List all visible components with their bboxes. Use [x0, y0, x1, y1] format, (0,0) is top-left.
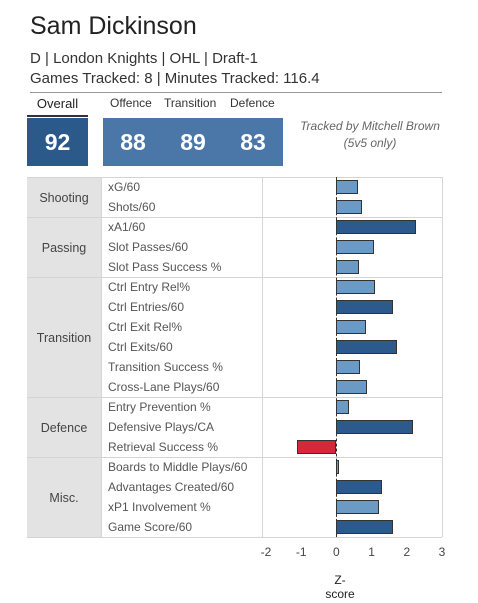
tracked-by-scope: (5v5 only) [343, 136, 397, 150]
bar [336, 520, 393, 534]
group-separator [27, 537, 442, 538]
group-separator [27, 457, 442, 458]
bar [336, 500, 379, 514]
metric-label: Ctrl Entries/60 [108, 300, 185, 314]
metric-label: Transition Success % [108, 360, 223, 374]
x-axis-title: Z-score [325, 573, 355, 601]
chart-left-border [262, 177, 263, 537]
bar [296, 440, 337, 454]
category-shooting: Shooting [27, 178, 101, 217]
x-tick-label: 3 [438, 545, 446, 559]
chart-right-border [442, 177, 443, 537]
defence-score: 83 [240, 128, 266, 155]
label-panel-border [101, 177, 102, 537]
group-separator [27, 397, 442, 398]
metric-label: Ctrl Exit Rel% [108, 320, 183, 334]
defence-label: Defence [230, 96, 275, 110]
metric-label: Defensive Plays/CA [108, 420, 215, 434]
x-tick-label: 2 [403, 545, 411, 559]
x-tick-label: 1 [368, 545, 375, 559]
bar [336, 340, 397, 354]
sub-scores-box: 88 89 83 [103, 118, 283, 166]
bar [336, 180, 359, 194]
metric-label: Shots/60 [108, 200, 156, 214]
group-separator [27, 277, 442, 278]
player-name: Sam Dickinson [30, 12, 197, 40]
bar [336, 220, 416, 234]
metric-label: Entry Prevention % [108, 400, 211, 414]
x-tick-label: -2 [260, 545, 272, 559]
bar [336, 360, 361, 374]
overall-score: 92 [44, 128, 71, 155]
group-separator [27, 217, 442, 218]
metric-label: Advantages Created/60 [108, 480, 235, 494]
bar [336, 240, 375, 254]
chart-top-border [27, 177, 442, 178]
tracked-by-note: Tracked by Mitchell Brown (5v5 only) [290, 118, 450, 152]
category-transition: Transition [27, 278, 101, 397]
bar [336, 280, 376, 294]
offence-label: Offence [110, 96, 152, 110]
metric-label: Ctrl Entry Rel% [108, 280, 191, 294]
bar [336, 320, 367, 334]
overall-label: Overall [36, 96, 79, 111]
category-defence: Defence [27, 398, 101, 457]
bar [336, 420, 414, 434]
transition-label: Transition [164, 96, 217, 110]
offence-score: 88 [120, 128, 146, 155]
overall-score-box: 92 [27, 118, 88, 166]
bar [336, 380, 368, 394]
x-tick-label: -1 [295, 545, 307, 559]
category-misc: Misc. [27, 458, 101, 537]
metric-label: Cross-Lane Plays/60 [108, 380, 220, 394]
metric-label: Retrieval Success % [108, 440, 219, 454]
metric-label: Slot Passes/60 [108, 240, 189, 254]
zero-line [336, 177, 338, 537]
metric-label: Slot Pass Success % [108, 260, 222, 274]
transition-score: 89 [180, 128, 206, 155]
metric-label: Game Score/60 [108, 520, 193, 534]
metric-label: xP1 Involvement % [108, 500, 211, 514]
metric-label: xA1/60 [108, 220, 146, 234]
bar [336, 480, 383, 494]
player-subtitle: D | London Knights | OHL | Draft-1 [30, 50, 258, 67]
bar [336, 300, 394, 314]
x-tick-label: 0 [333, 545, 340, 559]
bar [336, 260, 360, 274]
tracking-summary: Games Tracked: 8 | Minutes Tracked: 116.… [30, 70, 320, 87]
overall-underline [27, 115, 88, 117]
metric-label: Boards to Middle Plays/60 [108, 460, 248, 474]
bar [336, 200, 362, 214]
tracked-by-line: Tracked by Mitchell Brown [300, 119, 440, 133]
metric-label: xG/60 [108, 180, 141, 194]
bar [336, 400, 349, 414]
header-divider [30, 92, 442, 93]
metric-label: Ctrl Exits/60 [108, 340, 173, 354]
category-passing: Passing [27, 218, 101, 277]
